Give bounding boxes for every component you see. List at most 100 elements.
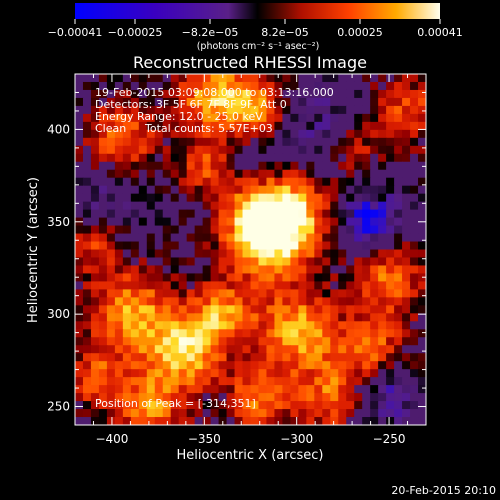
heatmap-cell bbox=[82, 385, 92, 394]
heatmap-cell bbox=[418, 81, 426, 91]
heatmap-cell bbox=[306, 233, 315, 243]
heatmap-cell bbox=[226, 241, 236, 251]
heatmap-cell bbox=[138, 177, 148, 187]
heatmap-cell bbox=[298, 289, 307, 298]
heatmap-cell bbox=[138, 409, 148, 418]
heatmap-cell bbox=[338, 281, 347, 290]
heatmap-cell bbox=[114, 241, 124, 251]
heatmap-cell bbox=[122, 225, 132, 235]
heatmap-cell bbox=[322, 145, 331, 155]
heatmap-cell bbox=[282, 225, 291, 235]
heatmap-cell bbox=[210, 321, 220, 330]
heatmap-cell bbox=[362, 377, 371, 386]
heatmap-cell bbox=[386, 153, 395, 163]
heatmap-cell bbox=[282, 273, 291, 283]
heatmap-cell bbox=[210, 265, 220, 275]
heatmap-cell bbox=[386, 113, 395, 123]
heatmap-cell bbox=[282, 153, 291, 163]
heatmap-cell bbox=[298, 169, 307, 179]
heatmap-cell bbox=[202, 225, 212, 235]
heatmap-cell bbox=[130, 74, 140, 83]
heatmap-cell bbox=[242, 185, 252, 195]
heatmap-cell bbox=[370, 113, 379, 123]
heatmap-cell bbox=[362, 81, 371, 91]
heatmap-cell bbox=[90, 385, 100, 394]
heatmap-cell bbox=[338, 321, 347, 330]
heatmap-cell bbox=[218, 337, 228, 346]
heatmap-cell bbox=[362, 89, 371, 99]
heatmap-cell bbox=[378, 345, 387, 354]
heatmap-cell bbox=[386, 74, 395, 83]
heatmap-cell bbox=[98, 385, 108, 394]
heatmap-cell bbox=[138, 321, 148, 330]
heatmap-cell bbox=[226, 105, 236, 115]
heatmap-cell bbox=[106, 257, 116, 267]
heatmap-cell bbox=[138, 257, 148, 267]
heatmap-cell bbox=[314, 233, 323, 243]
heatmap-cell bbox=[146, 377, 156, 386]
heatmap-cell bbox=[130, 161, 140, 171]
heatmap-cell bbox=[146, 401, 156, 410]
heatmap-cell bbox=[386, 385, 395, 394]
heatmap-cell bbox=[202, 369, 212, 378]
heatmap-cell bbox=[418, 361, 426, 370]
heatmap-cell bbox=[274, 393, 284, 402]
heatmap-cell bbox=[122, 401, 132, 410]
heatmap-cell bbox=[322, 233, 331, 243]
heatmap-cell bbox=[178, 377, 188, 386]
heatmap-cell bbox=[122, 353, 132, 362]
heatmap-cell bbox=[242, 74, 252, 83]
heatmap-cell bbox=[394, 185, 403, 195]
heatmap-cell bbox=[130, 201, 140, 211]
heatmap-cell bbox=[322, 257, 331, 267]
heatmap-cell bbox=[186, 185, 196, 195]
heatmap-cell bbox=[75, 121, 84, 131]
heatmap-cell bbox=[362, 409, 371, 418]
heatmap-cell bbox=[298, 385, 307, 394]
heatmap-cell bbox=[386, 137, 395, 147]
heatmap-cell bbox=[122, 105, 132, 115]
heatmap-cell bbox=[162, 377, 172, 386]
heatmap-cell bbox=[82, 249, 92, 259]
heatmap-cell bbox=[170, 329, 180, 338]
heatmap-cell bbox=[338, 145, 347, 155]
heatmap-cell bbox=[234, 329, 244, 338]
heatmap-cell bbox=[98, 177, 108, 187]
heatmap-cell bbox=[202, 297, 212, 306]
heatmap-cell bbox=[75, 289, 84, 298]
heatmap-cell bbox=[250, 369, 260, 378]
heatmap-cell bbox=[250, 241, 260, 251]
heatmap-cell bbox=[114, 321, 124, 330]
heatmap-cell bbox=[402, 81, 411, 91]
heatmap-cell bbox=[386, 105, 395, 115]
heatmap-cell bbox=[202, 273, 212, 283]
heatmap-cell bbox=[354, 281, 363, 290]
heatmap-cell bbox=[274, 89, 284, 99]
heatmap-cell bbox=[75, 209, 84, 219]
heatmap-cell bbox=[210, 137, 220, 147]
heatmap-cell bbox=[162, 273, 172, 283]
heatmap-cell bbox=[386, 233, 395, 243]
heatmap-cell bbox=[234, 281, 244, 290]
heatmap-cell bbox=[258, 74, 268, 83]
heatmap-cell bbox=[114, 417, 124, 425]
heatmap-cell bbox=[314, 273, 323, 283]
heatmap-cell bbox=[378, 97, 387, 107]
heatmap-cell bbox=[386, 241, 395, 251]
heatmap-cell bbox=[234, 313, 244, 322]
heatmap-cell bbox=[138, 209, 148, 219]
heatmap-cell bbox=[258, 241, 268, 251]
heatmap-cell bbox=[394, 105, 403, 115]
heatmap-cell bbox=[106, 193, 116, 203]
heatmap-cell bbox=[290, 353, 299, 362]
heatmap-cell bbox=[75, 89, 84, 99]
heatmap-cell bbox=[394, 257, 403, 267]
heatmap-cell bbox=[290, 74, 299, 83]
heatmap-cell bbox=[210, 129, 220, 139]
heatmap-cell bbox=[122, 329, 132, 338]
colorbar-ticks bbox=[74, 19, 441, 24]
heatmap-cell bbox=[170, 417, 180, 425]
heatmap-cell bbox=[298, 113, 307, 123]
heatmap-cell bbox=[75, 225, 84, 235]
heatmap-cell bbox=[330, 385, 339, 394]
